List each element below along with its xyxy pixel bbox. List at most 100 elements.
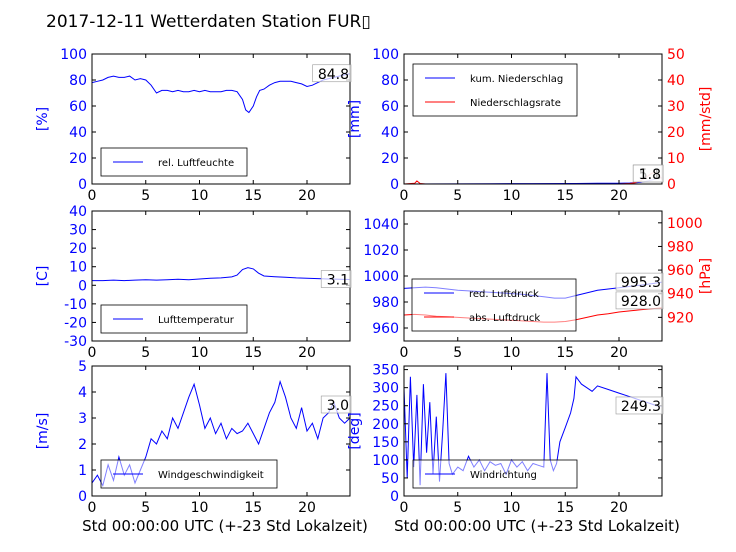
y-tick-label: 100 xyxy=(60,47,87,63)
last-value-label-box xyxy=(615,396,664,415)
y-tick-label: 1000 xyxy=(363,269,399,285)
y-tick-label: 2 xyxy=(78,437,87,453)
y-tick-label: 4 xyxy=(78,385,87,401)
x-tick-label: 10 xyxy=(191,500,209,516)
y-tick-label: 20 xyxy=(69,151,87,167)
y-tick-label: 30 xyxy=(69,223,87,239)
y-tick-label: 250 xyxy=(372,399,399,415)
y-tick-label: 350 xyxy=(372,363,399,379)
y-tick-label: 10 xyxy=(69,260,87,276)
y-tick-label: -20 xyxy=(64,315,87,331)
x-tick-label: 10 xyxy=(503,345,521,361)
x-tick-label: 0 xyxy=(400,500,409,516)
x-tick-label: 15 xyxy=(244,500,262,516)
x-tick-label: 5 xyxy=(453,188,462,204)
y2-tick-label: 980 xyxy=(667,239,694,255)
legend-box xyxy=(412,63,578,117)
y-tick-label: -10 xyxy=(64,297,87,313)
x-tick-label: 10 xyxy=(503,188,521,204)
y-tick-label: 100 xyxy=(372,47,399,63)
series-line-lufttemperatur xyxy=(92,267,350,282)
panel-1: 0 5 10 15 20 0 20 40 60 80 100 [%] 84.8 rel. Luftfeuc… xyxy=(35,47,352,204)
x-tick-label: 15 xyxy=(556,188,574,204)
x-tick-label: 20 xyxy=(610,345,628,361)
panel-3: 0 5 10 15 20 -30 -20 -10 0 10 20 30 40 [C] 3.1 Lufttemp… xyxy=(35,204,352,361)
panel-5: 0 5 10 15 20 0 1 2 3 4 5 [m/s] Std 00:00:00 UTC (+-2… xyxy=(35,359,368,535)
x-tick-label: 5 xyxy=(141,345,150,361)
x-tick-label: 5 xyxy=(141,500,150,516)
legend-entry: kum. Niederschlag xyxy=(470,74,563,85)
y-tick-label: 0 xyxy=(390,177,399,193)
x-tick-label: 20 xyxy=(610,500,628,516)
plot-frame xyxy=(91,365,351,497)
y-tick-label: 0 xyxy=(78,177,87,193)
x-tick-label: 10 xyxy=(503,500,521,516)
last-value-label-box xyxy=(320,395,352,414)
legend-box xyxy=(411,278,577,332)
legend-entry: Windgeschwindigkeit xyxy=(158,470,264,481)
y2-tick-label: 30 xyxy=(667,99,685,115)
x-tick-label: 20 xyxy=(610,188,628,204)
y-tick-label: 200 xyxy=(372,417,399,433)
y2-axis-label: [hPa] xyxy=(698,258,714,294)
x-tick-label: 5 xyxy=(453,345,462,361)
last-value-label-2: 1.8 xyxy=(639,167,661,183)
y-tick-label: 0 xyxy=(78,278,87,294)
y-tick-label: 5 xyxy=(78,359,87,375)
legend-entry: Lufttemperatur xyxy=(158,315,235,326)
y2-tick-label: 10 xyxy=(667,151,685,167)
y-tick-label: 960 xyxy=(372,321,399,337)
legend-entry: rel. Luftfeuchte xyxy=(158,158,234,169)
legend-entry: abs. Luftdruck xyxy=(469,313,540,324)
y-axis-label: [%] xyxy=(35,107,51,131)
last-value-label: 3.0 xyxy=(327,398,349,414)
y-tick-label: -30 xyxy=(64,334,87,350)
y2-tick-label: 0 xyxy=(667,177,676,193)
y2-tick-label: 920 xyxy=(667,310,694,326)
legend-entry: Niederschlagsrate xyxy=(470,98,561,109)
y2-tick-label: 40 xyxy=(667,73,685,89)
plot-frame xyxy=(403,53,663,185)
last-value-label-2-box xyxy=(615,291,664,310)
last-value-label-2: 928.0 xyxy=(621,294,661,310)
y-tick-label: 3 xyxy=(78,411,87,427)
last-value-label: 84.8 xyxy=(318,67,349,83)
y2-tick-label: 20 xyxy=(667,125,685,141)
last-value-label: 3.1 xyxy=(327,273,349,289)
legend-box xyxy=(100,304,248,334)
legend-entry: Windrichtung xyxy=(470,470,537,481)
x-axis-label: Std 00:00:00 UTC (+-23 Std Lokalzeit) xyxy=(394,517,680,535)
plot-frame xyxy=(403,365,663,497)
plot-frame xyxy=(91,53,351,185)
last-value-label-box xyxy=(615,272,664,291)
y-tick-label: 0 xyxy=(78,489,87,505)
y-tick-label: 1 xyxy=(78,463,87,479)
y-tick-label: 40 xyxy=(381,125,399,141)
x-tick-label: 0 xyxy=(400,345,409,361)
y2-tick-label: 50 xyxy=(667,47,685,63)
y-axis-label: [m/s] xyxy=(35,413,51,450)
y2-tick-label: 1000 xyxy=(667,216,703,232)
y-tick-label: 1040 xyxy=(363,217,399,233)
panel-2: 0 5 10 15 20 0 20 40 60 80 100 0 10 20 30 40 50 [mm] [mm/s… xyxy=(347,47,714,204)
series-line-rel-luftfeuchte xyxy=(92,73,350,114)
x-tick-label: 0 xyxy=(88,188,97,204)
last-value-label: 995.3 xyxy=(621,275,661,291)
y-tick-label: 80 xyxy=(69,73,87,89)
y-tick-label: 40 xyxy=(69,204,87,220)
last-value-label-box xyxy=(320,270,352,288)
x-tick-label: 5 xyxy=(453,500,462,516)
y-tick-label: 40 xyxy=(69,125,87,141)
series-line-kum-niederschlag xyxy=(404,176,662,184)
y-tick-label: 100 xyxy=(372,453,399,469)
y-tick-label: 60 xyxy=(69,99,87,115)
x-tick-label: 15 xyxy=(556,500,574,516)
y-axis-label: [deg] xyxy=(347,412,363,449)
page-title: 2017-12-11 Wetterdaten Station FUR▯ xyxy=(46,12,371,32)
y2-axis-label: [mm/std] xyxy=(698,87,714,152)
x-axis-label: Std 00:00:00 UTC (+-23 Std Lokalzeit) xyxy=(82,517,368,535)
y-tick-label: 150 xyxy=(372,435,399,451)
